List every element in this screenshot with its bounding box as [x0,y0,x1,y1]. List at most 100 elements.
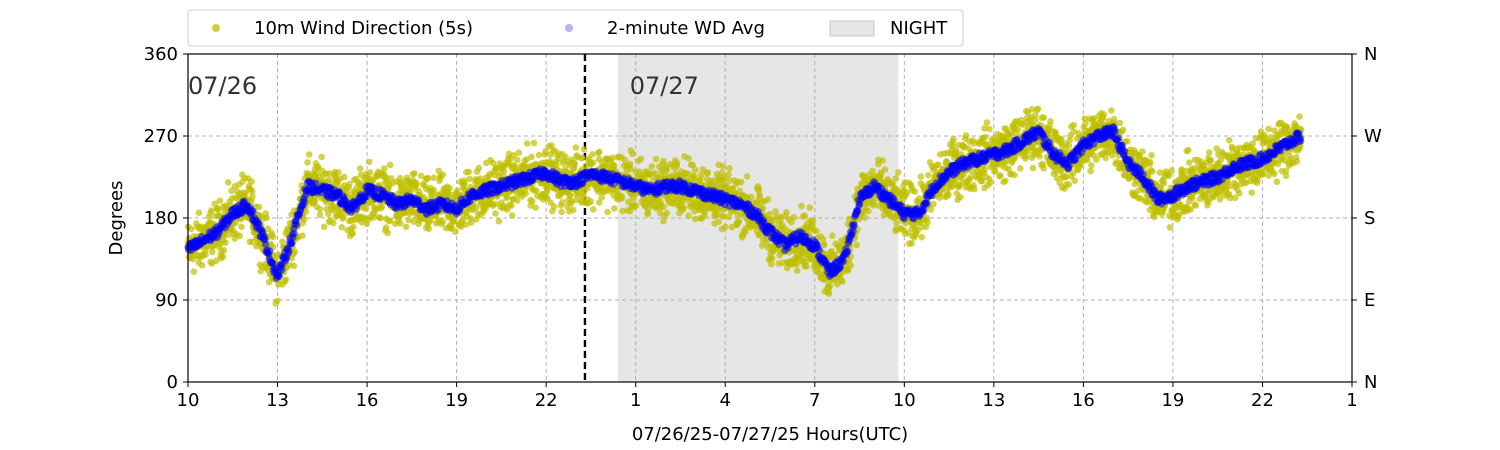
data-point [981,166,988,174]
data-point [446,184,453,192]
data-point [803,263,810,270]
data-point [936,194,943,201]
data-point [879,157,886,164]
data-point [758,242,766,249]
data-point [925,171,932,179]
data-point [720,213,727,220]
data-point [522,190,529,198]
data-point [924,219,931,226]
data-point [610,205,618,212]
data-point [777,213,784,221]
data-point [1236,190,1243,197]
data-point [580,146,588,153]
data-point [895,169,902,176]
data-point [548,142,555,149]
data-point [325,170,333,177]
data-point [783,208,790,216]
data-point [300,197,308,206]
data-point [465,168,473,176]
data-point [960,171,967,178]
data-point [572,144,580,151]
data-point [190,268,198,276]
data-point [644,210,651,218]
data-point [1040,114,1047,121]
data-point [263,214,270,222]
data-point [424,175,432,182]
data-point [214,206,222,213]
data-point [572,196,580,204]
data-point [892,175,900,182]
data-point [213,257,220,265]
data-point [930,200,937,208]
data-point [1149,168,1156,175]
data-point [402,223,410,231]
data-point [608,154,615,162]
data-point [208,207,215,214]
data-point [249,188,256,195]
data-point [1108,107,1115,114]
data-point [512,164,519,171]
data-point [405,216,412,224]
data-point [189,255,197,263]
data-point [756,192,763,199]
data-point [515,149,523,156]
data-point [722,223,729,231]
data-point [439,171,447,178]
data-point [285,247,293,255]
data-point [195,209,203,216]
data-point [350,223,357,231]
data-point [1029,164,1037,172]
data-point [565,161,573,169]
data-point [1166,224,1174,231]
data-point [514,197,521,204]
data-point [663,165,671,173]
data-point [1296,113,1303,120]
data-point [524,140,531,147]
data-point [411,170,418,177]
data-point [819,236,827,243]
data-point [475,164,483,172]
data-point [376,214,384,222]
data-point [1087,167,1094,175]
data-point [917,173,925,180]
data-point [430,174,438,181]
data-point [340,213,347,221]
data-point [719,162,727,170]
data-point [311,197,319,204]
data-point [908,240,915,247]
data-point [718,169,726,176]
data-point [473,216,480,223]
data-point [249,193,256,200]
data-point [463,221,470,228]
data-point [1032,116,1039,124]
data-point [555,155,563,163]
data-point [627,165,635,173]
data-point [685,155,692,162]
data-point [510,152,518,159]
data-point [1017,165,1024,172]
data-point [685,212,692,219]
data-point [865,207,872,215]
data-point [335,169,342,176]
data-point [428,192,436,199]
data-point [397,220,404,227]
data-point [945,191,952,198]
data-point [325,210,332,218]
data-point [566,191,574,199]
data-point [290,229,298,237]
data-point [366,158,373,166]
data-point [202,251,209,259]
data-point [382,224,390,231]
data-point [820,241,828,248]
data-point [216,197,224,204]
data-point [997,172,1004,179]
data-point [831,251,839,259]
data-point [870,202,878,209]
data-point [293,220,301,229]
data-point [378,203,386,211]
data-point [249,238,256,246]
data-point [1119,126,1127,134]
data-point [825,290,833,298]
data-point [680,204,687,211]
data-point [282,276,290,284]
